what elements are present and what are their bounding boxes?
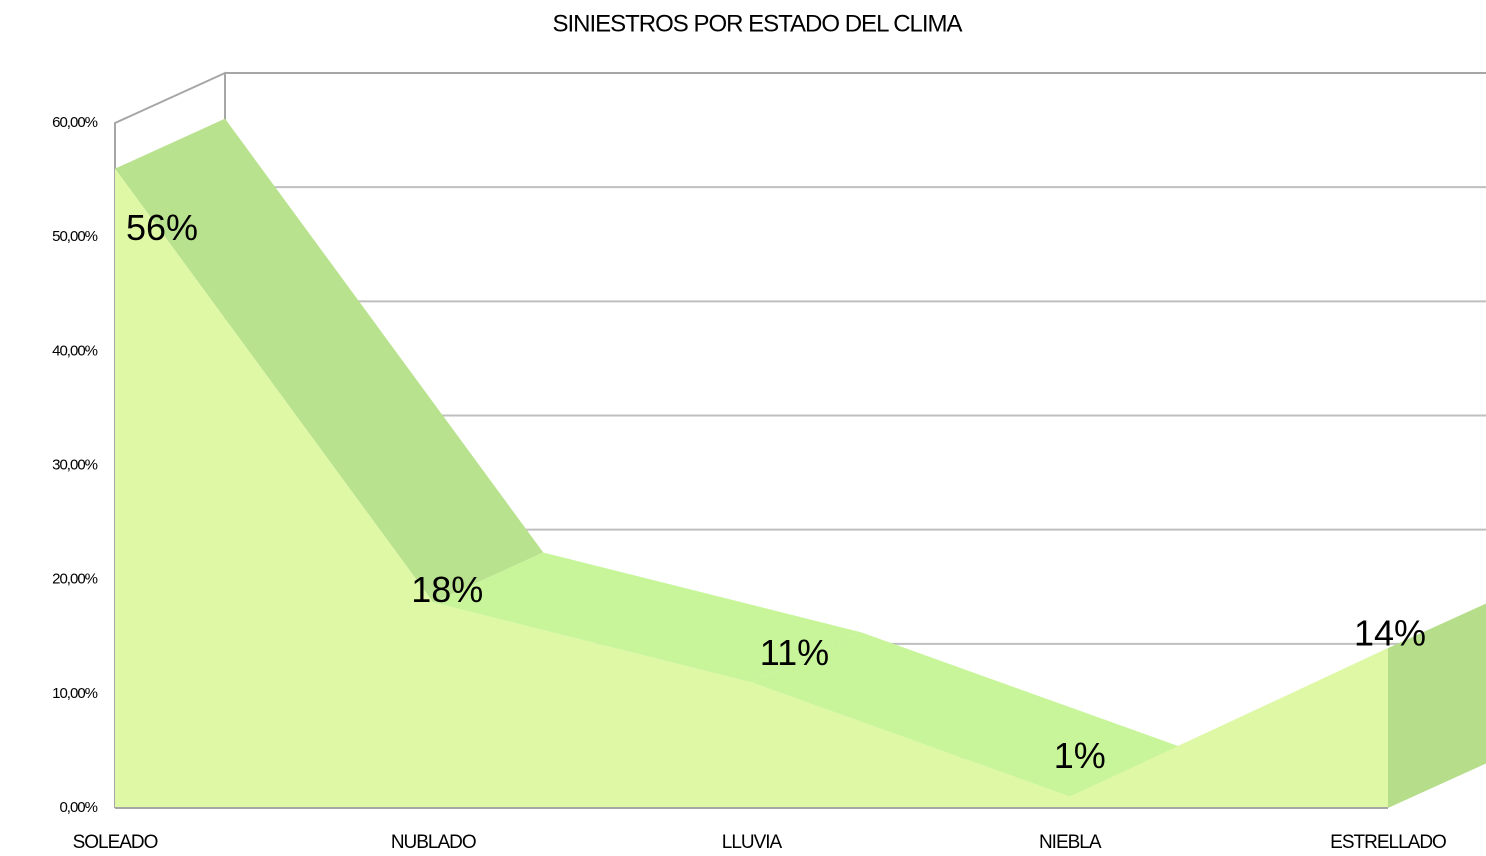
y-tick-label: 30,00% — [52, 456, 98, 473]
y-tick-label: 20,00% — [52, 571, 98, 588]
x-tick-label: NIEBLA — [1039, 832, 1102, 853]
data-label: 14% — [1354, 613, 1426, 654]
data-label: 11% — [760, 632, 829, 673]
y-tick-label: 0,00% — [59, 799, 97, 816]
data-label: 18% — [411, 569, 483, 610]
area-top — [751, 632, 1180, 797]
chart-title: SINIESTROS POR ESTADO DEL CLIMA — [552, 10, 962, 37]
area — [115, 168, 1388, 808]
x-tick-label: SOLEADO — [73, 832, 158, 853]
y-tick-label: 10,00% — [52, 685, 98, 702]
x-tick-label: ESTRELLADO — [1330, 832, 1446, 853]
y-tick-label: 60,00% — [52, 114, 98, 131]
x-tick-label: LLUVIA — [722, 832, 783, 853]
x-tick-label: NUBLADO — [391, 832, 476, 853]
area-top — [433, 552, 862, 683]
data-label: 56% — [126, 207, 198, 248]
y-tick-label: 50,00% — [52, 228, 98, 245]
area-side — [1388, 603, 1486, 808]
area-top — [115, 118, 544, 603]
y-tick-label: 40,00% — [52, 342, 98, 359]
data-label: 1% — [1054, 735, 1106, 776]
